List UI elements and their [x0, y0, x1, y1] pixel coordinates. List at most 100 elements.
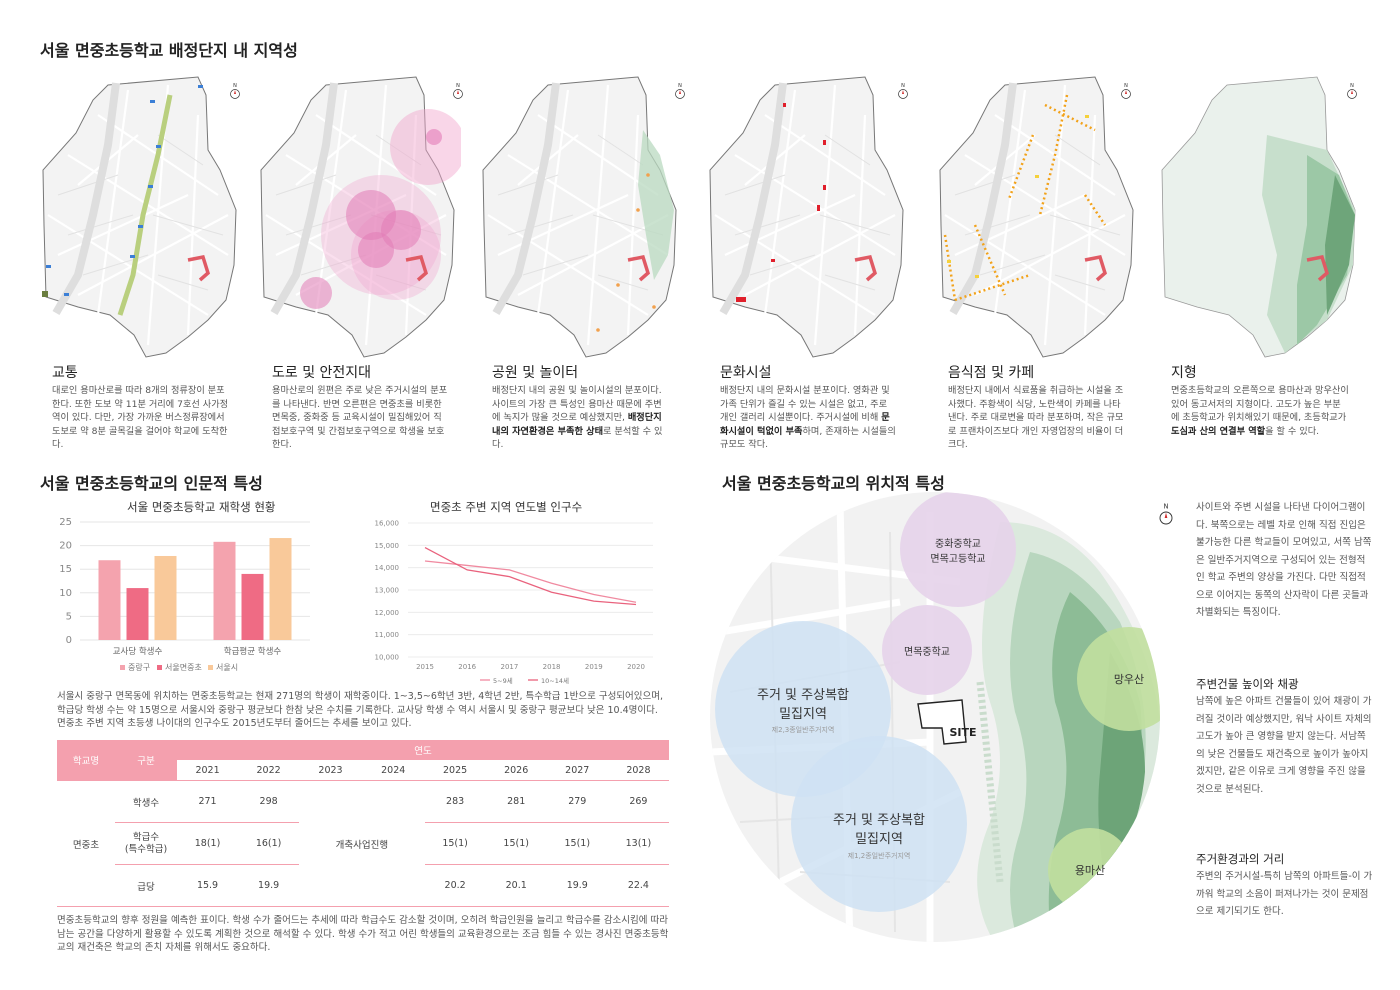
- series-line: [424, 546, 637, 606]
- y-tick-label: 20: [59, 541, 72, 552]
- panel-title-transit: 교통: [52, 365, 78, 381]
- table-cell: 13(1): [625, 838, 652, 849]
- label-myeonmok-middle: 면목중학교: [904, 646, 950, 658]
- bar: [269, 538, 292, 640]
- legend-label: 10~14세: [541, 676, 569, 684]
- panel-text-segment: 배정단지 내에서 식료품을 취급하는 시설을 조사했다. 주황색이 식당, 노란…: [948, 385, 1124, 450]
- panel-text-transit: 대로인 용마산로를 따라 8개의 정류장이 분포한다. 또한 도보 약 11분 …: [52, 384, 230, 452]
- year-2027: 2027: [565, 764, 590, 776]
- year-2023: 2023: [318, 764, 343, 776]
- panel-title-safety: 도로 및 안전지대: [272, 365, 372, 381]
- label-site: SITE: [949, 726, 976, 739]
- terrain-map: [1161, 76, 1356, 358]
- y-tick-label: 14,000: [375, 564, 400, 572]
- section-title-location: 서울 면중초등학교의 위치적 특성: [722, 474, 945, 493]
- bar: [241, 573, 264, 640]
- compass-icon: N: [675, 83, 685, 99]
- y-tick-label: 12,000: [375, 609, 400, 617]
- table-cell: 283: [446, 796, 465, 807]
- transit-map: [38, 75, 243, 360]
- table-cell: 15.9: [196, 880, 219, 891]
- table-cell: 19.9: [258, 880, 280, 891]
- svg-text:N: N: [1350, 83, 1354, 89]
- table-header-school: 학교명: [57, 740, 115, 781]
- label-residential-2-zone: 제1,2종일반주거지역: [848, 851, 911, 860]
- location-paragraph-2: 남쪽에 높은 아파트 건물들이 있어 채광이 가려질 것이라 예상했지만, 워낙…: [1196, 696, 1372, 795]
- svg-text:N: N: [1164, 503, 1169, 511]
- x-tick-label: 2017: [500, 663, 518, 671]
- svg-text:N: N: [1124, 83, 1128, 89]
- compass-icon: N: [1121, 83, 1131, 99]
- label-residential-2: 주거 및 주상복합: [833, 813, 925, 828]
- label-yongma-mountain: 용마산: [1075, 864, 1105, 877]
- page-title: 서울 면중초등학교 배정단지 내 지역성: [40, 41, 298, 60]
- label-residential-1: 주거 및 주상복합: [757, 688, 849, 703]
- row-label-students: 학생수: [132, 797, 160, 809]
- y-tick-label: 5: [66, 611, 72, 622]
- culture-map: [705, 75, 910, 360]
- series-line: [424, 560, 637, 603]
- legend-swatch: [208, 665, 213, 670]
- label-residential-2b: 밀집지역: [855, 832, 903, 847]
- legend-label: 서울시: [216, 663, 238, 672]
- year-2028: 2028: [626, 764, 651, 776]
- table-cell: 15(1): [442, 838, 468, 849]
- population-line-chart: 10,000 11,000 12,000 13,000 14,000 15,000 16,0…: [375, 520, 653, 684]
- legend-swatch: [157, 665, 162, 670]
- y-tick-label: 10: [59, 588, 72, 599]
- svg-text:N: N: [233, 83, 237, 89]
- panel-text-emphasis: 도심과 산의 연결부 역할: [1171, 425, 1266, 437]
- compass-icon: N: [1347, 83, 1357, 99]
- panel-title-terrain: 지형: [1171, 365, 1197, 381]
- section-title-humanities: 서울 면중초등학교의 인문적 특성: [40, 474, 263, 493]
- label-myeonmok-high: 면목고등학교: [930, 553, 985, 565]
- bar: [213, 541, 236, 640]
- panel-title-culture: 문화시설: [720, 365, 772, 381]
- year-2022: 2022: [256, 764, 281, 776]
- safety-zone-map: [256, 75, 461, 360]
- location-paragraph-3: 주변의 주거시설-특히 남쪽의 아파트들-이 가까워 학교의 소음이 퍼져나가는…: [1196, 871, 1373, 917]
- compass-icon: N: [898, 83, 908, 99]
- y-tick-label: 15,000: [375, 542, 400, 550]
- panel-text-segment: 면중초등학교의 오른쪽으로 용마산과 망우산이 있어 동고서저의 지형이다. 고…: [1171, 385, 1349, 423]
- panel-text-segment: 하며, 존재하는 시설들의 규모도 작다.: [720, 425, 896, 451]
- food-map: [935, 75, 1140, 360]
- y-tick-label: 11,000: [375, 631, 400, 639]
- table-header-year: 연도: [177, 740, 669, 760]
- compass-icon: N: [1159, 503, 1173, 525]
- table-cell: 15(1): [503, 838, 529, 849]
- bar: [126, 588, 149, 640]
- table-merged-note: 개축사업진행: [335, 839, 389, 851]
- y-tick-label: 25: [59, 517, 72, 528]
- table-cell: 271: [198, 796, 217, 807]
- table-school-name: 면중초: [72, 839, 100, 851]
- table-cell: 20.1: [505, 880, 527, 891]
- enrollment-forecast-table: 학교명 구분 연도 2021 2022 2023 2024 2025 2026 …: [57, 740, 669, 907]
- x-tick-label: 교사당 학생수: [113, 646, 163, 657]
- location-paragraph-1: 사이트와 주변 시설을 나타낸 다이어그램이다. 북쪽으로는 레벨 차로 인해 …: [1196, 502, 1372, 618]
- panel-text-segment: 로 분석할 수 있다.: [492, 425, 663, 451]
- row-label-classes: 학급수 (특수학급): [124, 831, 168, 855]
- table-cell: 16(1): [255, 838, 282, 849]
- table-cell: 19.9: [566, 880, 588, 891]
- y-tick-label: 13,000: [375, 587, 400, 595]
- y-tick-label: 0: [66, 635, 72, 646]
- table-cell: 298: [259, 796, 278, 807]
- legend-swatch: [120, 665, 125, 670]
- x-tick-label: 2016: [458, 663, 476, 671]
- table-cell: 269: [629, 796, 648, 807]
- year-2024: 2024: [381, 764, 406, 776]
- year-2025: 2025: [443, 764, 468, 776]
- panel-title-food: 음식점 및 카페: [948, 365, 1035, 381]
- y-tick-label: 10,000: [375, 654, 400, 662]
- svg-text:N: N: [678, 83, 682, 89]
- panel-text-segment: 배정단지 내의 문화시설 분포이다. 영화관 및 가족 단위가 즐길 수 있는 …: [720, 385, 890, 423]
- panel-text-emphasis: 배정단지 내의 자연환경은 부족한 상태: [492, 412, 662, 437]
- x-tick-label: 2018: [543, 663, 561, 671]
- chart1-title: 서울 면중초등학교 재학생 현황: [127, 500, 276, 514]
- svg-text:N: N: [901, 83, 905, 89]
- label-residential-1-zone: 제2,3종일반주거지역: [772, 725, 835, 734]
- year-2026: 2026: [504, 764, 529, 776]
- park-map: [478, 75, 683, 360]
